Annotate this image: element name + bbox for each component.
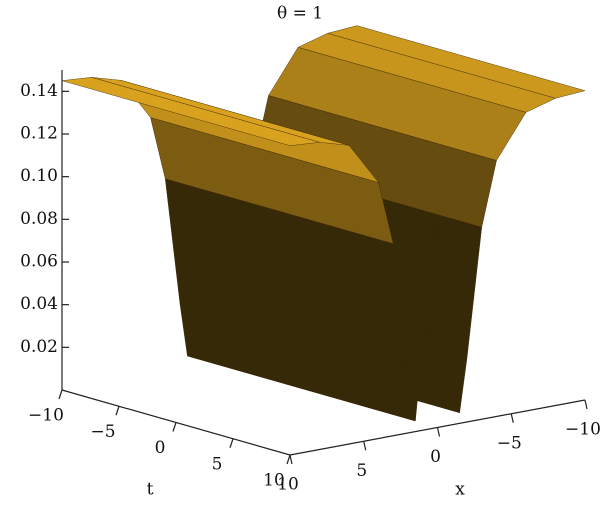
t-tick-label: −10: [28, 406, 64, 426]
t-axis-label: t: [147, 480, 154, 500]
x-tick-label: 0: [430, 447, 441, 467]
z-tick-label: 0.12: [20, 124, 58, 144]
z-tick-label: 0.04: [20, 294, 58, 314]
x-tick: [436, 427, 441, 437]
z-tick-label: 0.02: [20, 337, 58, 357]
t-tick: [229, 438, 234, 448]
t-tick-label: 10: [263, 471, 285, 491]
chart-title: θ = 1: [277, 4, 323, 24]
t-tick: [172, 422, 177, 432]
z-tick-label: 0.10: [20, 166, 58, 186]
t-tick-label: −5: [90, 422, 115, 442]
x-tick-label: 5: [356, 461, 367, 481]
x-tick: [289, 454, 293, 465]
x-tick-label: −10: [565, 420, 600, 440]
z-tick-label: 0.08: [20, 209, 58, 229]
t-tick-label: 0: [155, 438, 166, 458]
z-tick-label: 0.06: [20, 252, 58, 272]
t-tick: [115, 406, 120, 416]
x-tick: [584, 399, 588, 410]
t-tick-label: 5: [212, 454, 223, 474]
surface-strip: [61, 77, 320, 146]
t-tick: [58, 389, 63, 400]
x-tick-label: −5: [497, 433, 522, 453]
x-tick-label: 10: [277, 475, 299, 495]
t-tick: [286, 454, 291, 465]
x-axis-label: x: [455, 480, 465, 500]
x-tick: [510, 413, 514, 423]
z-tick-label: 0.14: [20, 81, 58, 101]
x-tick: [363, 441, 367, 451]
